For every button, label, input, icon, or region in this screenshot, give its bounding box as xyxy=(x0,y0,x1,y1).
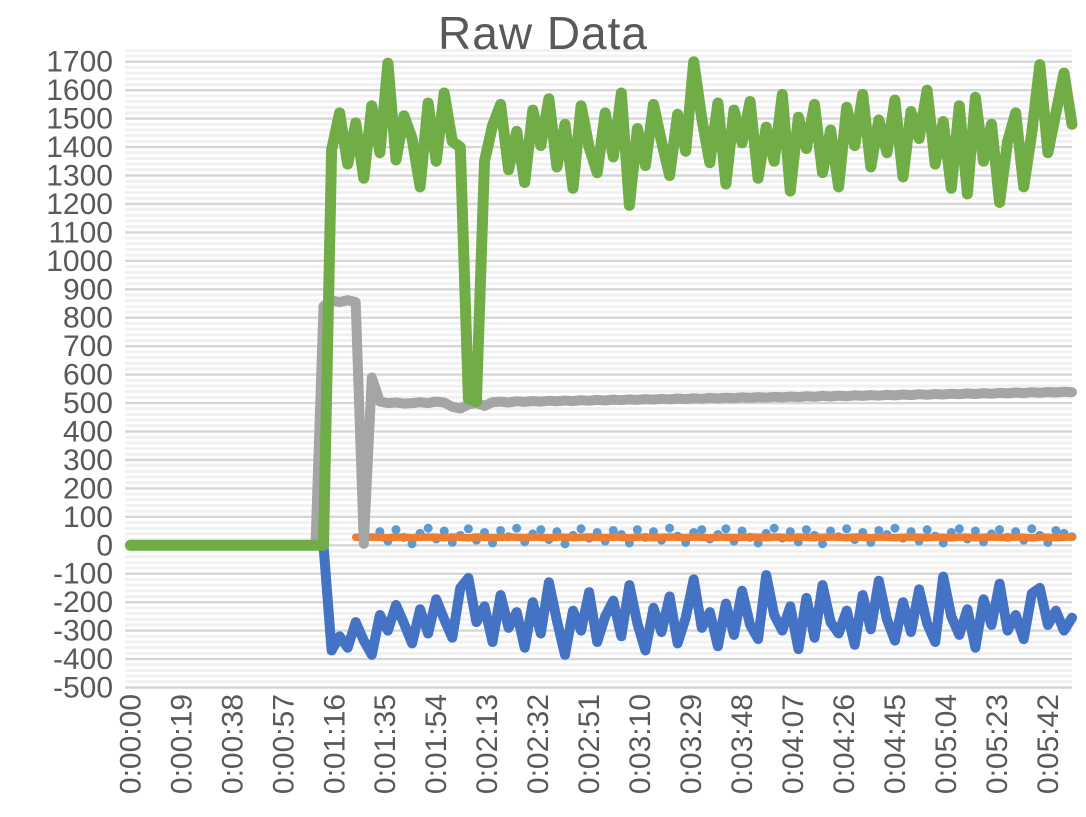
series-light-blue-point xyxy=(463,524,473,534)
series-light-blue-point xyxy=(970,526,980,536)
series-green xyxy=(124,56,1078,551)
series-light-blue-point xyxy=(496,525,506,535)
series-light-blue-point xyxy=(785,527,795,537)
x-axis-tick-label: 0:04:26 xyxy=(828,694,861,794)
x-axis-tick-label: 0:02:51 xyxy=(573,694,606,794)
series-light-blue-point xyxy=(954,524,964,534)
x-axis-tick-label: 0:00:38 xyxy=(216,694,249,794)
x-axis-tick-label: 0:00:57 xyxy=(267,694,300,794)
y-axis-tick-label: 600 xyxy=(63,359,113,392)
series-light-blue-point xyxy=(697,525,707,535)
y-axis-tick-label: 700 xyxy=(63,330,113,363)
x-axis-tick-label: 0:00:19 xyxy=(165,694,198,794)
series-light-blue-point xyxy=(1051,525,1061,535)
y-axis-tick-label: 900 xyxy=(63,273,113,306)
y-axis-tick-label: 1600 xyxy=(46,74,113,107)
x-axis-tick-label: 0:01:35 xyxy=(369,694,402,794)
series-light-blue-point xyxy=(665,523,675,533)
series-light-blue-point xyxy=(874,525,884,535)
x-axis-tick-label: 0:03:10 xyxy=(624,694,657,794)
series-light-blue-point xyxy=(560,539,570,549)
y-axis-tick-label: 1400 xyxy=(46,131,113,164)
y-axis-tick-label: 1200 xyxy=(46,188,113,221)
series-light-blue-point xyxy=(818,539,828,549)
x-axis-tick-label: 0:04:07 xyxy=(777,694,810,794)
y-axis-tick-label: 500 xyxy=(63,387,113,420)
x-axis-tick-label: 0:01:16 xyxy=(318,694,351,794)
series-light-blue-point xyxy=(721,524,731,534)
series-light-blue-point xyxy=(391,525,401,535)
y-axis-tick-label: 0 xyxy=(96,529,113,562)
series-orange xyxy=(351,533,1076,542)
y-axis-tick-label: -500 xyxy=(53,672,113,705)
chart-title: Raw Data xyxy=(438,7,648,59)
y-axis-tick-label: 1000 xyxy=(46,245,113,278)
series-light-blue-point xyxy=(512,523,522,533)
y-axis-tick-label: 1700 xyxy=(46,46,113,79)
y-axis-tick-label: -300 xyxy=(53,615,113,648)
series-light-blue-point xyxy=(576,524,586,534)
y-axis-tick-label: 300 xyxy=(63,444,113,477)
y-axis-tick-label: 1500 xyxy=(46,103,113,136)
series-light-blue-point xyxy=(439,526,449,536)
series-light-blue-point xyxy=(922,525,932,535)
series-light-blue-point xyxy=(737,526,747,536)
series-gray xyxy=(125,295,1077,551)
series-light-blue-point xyxy=(801,525,811,535)
series-light-blue-point xyxy=(407,539,417,549)
series-light-blue-point xyxy=(536,525,546,535)
x-axis-tick-label: 0:05:42 xyxy=(1032,694,1065,794)
y-axis-tick-label: 400 xyxy=(63,416,113,449)
series-light-blue-point xyxy=(842,524,852,534)
series-light-blue-point xyxy=(1027,524,1037,534)
series-light-blue-point xyxy=(769,523,779,533)
y-axis-tick-label: 1100 xyxy=(48,216,113,249)
y-axis-tick-label: 100 xyxy=(63,501,113,534)
y-axis-tick-label: 1300 xyxy=(46,160,113,193)
x-axis-tick-label: 0:01:54 xyxy=(420,694,453,794)
x-axis-tick-label: 0:03:29 xyxy=(675,694,708,794)
y-axis-tick-label: 200 xyxy=(63,472,113,505)
y-axis-tick-label: -100 xyxy=(53,558,113,591)
y-axis-tick-label: -200 xyxy=(53,586,113,619)
series-light-blue-point xyxy=(423,523,433,533)
y-axis-tick-label: 800 xyxy=(63,302,113,335)
series-light-blue-point xyxy=(826,526,836,536)
x-axis-tick-label: 0:00:00 xyxy=(114,694,147,794)
series-light-blue-point xyxy=(890,523,900,533)
x-axis-tick-label: 0:04:45 xyxy=(879,694,912,794)
x-axis-tick-label: 0:05:23 xyxy=(981,694,1014,794)
y-axis-tick-label: -400 xyxy=(53,643,113,676)
x-axis-tick-label: 0:02:32 xyxy=(522,694,555,794)
series-light-blue-point xyxy=(632,525,642,535)
x-axis-tick-label: 0:05:04 xyxy=(930,694,963,794)
x-axis-tick-label: 0:02:13 xyxy=(471,694,504,794)
series-light-blue-point xyxy=(995,525,1005,535)
series-light-blue-point xyxy=(608,525,618,535)
x-axis-tick-label: 0:03:48 xyxy=(726,694,759,794)
